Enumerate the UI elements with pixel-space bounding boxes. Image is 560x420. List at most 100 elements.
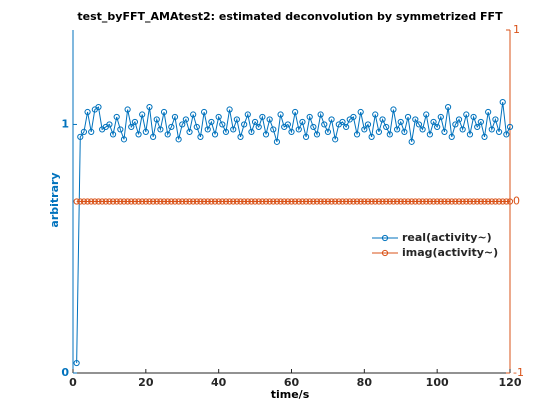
marker [215,113,222,121]
marker [281,198,288,205]
marker [95,198,102,205]
marker [441,198,448,205]
marker [368,133,375,140]
marker [226,106,233,113]
marker [302,133,310,140]
marker [394,126,401,133]
marker [164,131,171,138]
marker [219,198,226,205]
marker [113,198,120,205]
marker [386,198,393,205]
marker [222,128,230,136]
marker [339,198,346,205]
marker [379,116,386,123]
marker [182,116,189,123]
marker [171,113,179,121]
marker [357,198,364,205]
marker [470,113,477,121]
marker [375,128,382,136]
marker [353,198,361,205]
marker [120,136,128,143]
marker [139,111,146,118]
marker [230,126,237,133]
marker [295,198,302,205]
marker [404,198,412,205]
marker [423,111,430,118]
marker [273,138,281,145]
marker [452,121,459,128]
marker [332,198,339,205]
marker [415,121,423,128]
marker [404,113,412,121]
marker [120,198,128,205]
marker [273,198,281,205]
marker [455,116,463,123]
marker [135,198,142,205]
marker [88,198,95,205]
marker [288,198,295,205]
legend-label: imag(activity~) [402,246,498,259]
y-axis-label: arbitrary [48,172,61,227]
marker [346,198,353,205]
marker [186,128,193,136]
marker [332,136,339,143]
marker [237,133,244,140]
marker [459,126,466,133]
marker [117,198,124,205]
marker [259,113,266,121]
marker [372,198,379,205]
marker [284,121,291,128]
marker [477,118,484,126]
marker [339,118,346,126]
marker [208,118,215,126]
marker [306,198,313,205]
marker [495,198,503,205]
marker [153,198,160,205]
marker [190,198,197,205]
marker [401,128,408,136]
marker [150,133,157,140]
marker [233,116,240,123]
marker [397,118,404,126]
marker [241,198,248,205]
marker [401,198,408,205]
marker [455,198,463,205]
marker [197,133,204,140]
marker [168,198,175,205]
marker [270,198,277,205]
marker [492,116,499,123]
marker [466,131,474,138]
marker [430,198,437,205]
marker [142,128,149,136]
marker [128,198,135,205]
marker [106,198,113,205]
legend-label: real(activity~) [402,231,492,244]
marker [255,198,262,205]
marker [215,198,222,205]
marker [364,198,372,205]
marker [175,198,182,205]
marker [441,128,448,136]
marker [131,198,139,205]
marker [233,198,240,205]
series-line [76,102,511,364]
marker [146,198,153,205]
marker [109,198,117,205]
marker [292,108,299,116]
marker [139,198,146,205]
marker [109,131,117,138]
marker [372,111,379,118]
marker [434,198,441,205]
marker [423,198,430,205]
marker [383,123,390,131]
marker [255,123,262,131]
marker [313,198,321,205]
marker [160,108,168,116]
marker [350,113,357,121]
marker [324,128,332,136]
marker [142,198,149,205]
marker [150,198,157,205]
legend-marker [381,249,389,257]
marker [466,198,474,205]
